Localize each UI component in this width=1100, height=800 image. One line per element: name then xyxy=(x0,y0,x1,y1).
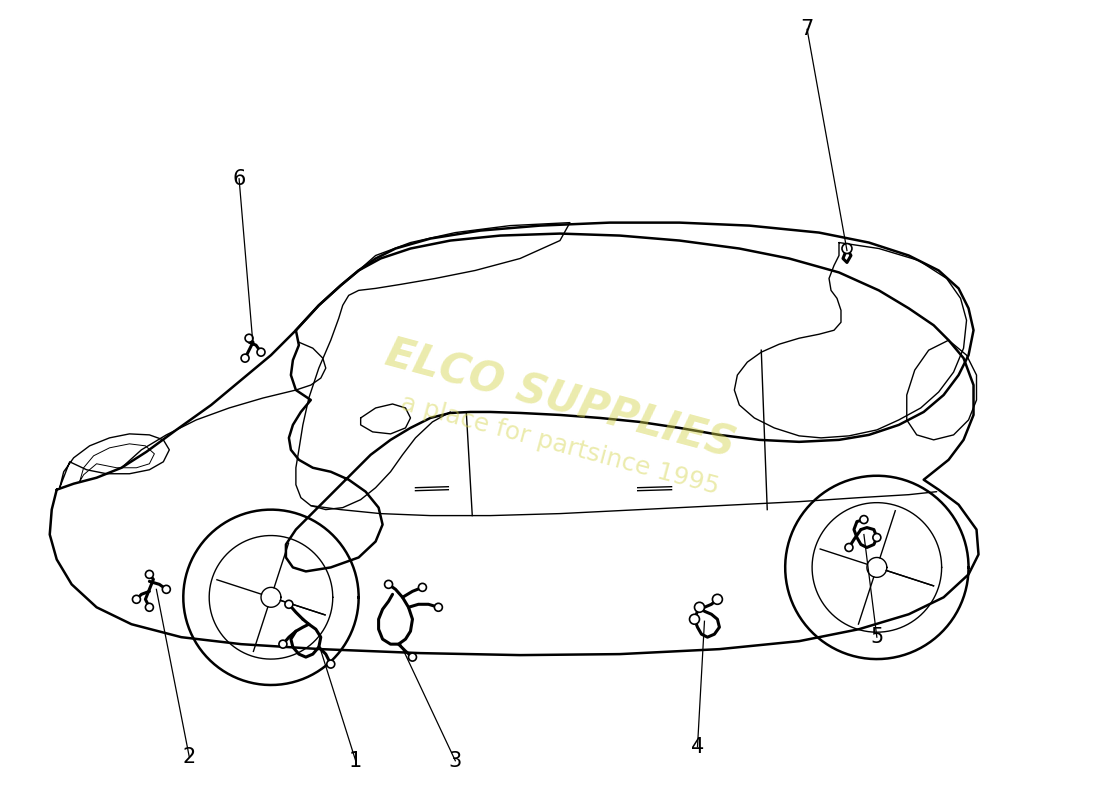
Circle shape xyxy=(163,586,170,594)
Circle shape xyxy=(408,653,417,661)
Text: 6: 6 xyxy=(232,169,245,189)
Circle shape xyxy=(434,603,442,611)
Text: a place for partsince 1995: a place for partsince 1995 xyxy=(398,390,722,499)
Circle shape xyxy=(327,660,334,668)
Text: 1: 1 xyxy=(349,750,362,770)
Circle shape xyxy=(285,600,293,608)
Text: ELCO SUPPLIES: ELCO SUPPLIES xyxy=(381,333,739,467)
Text: 3: 3 xyxy=(449,750,462,770)
Circle shape xyxy=(713,594,723,604)
Text: 7: 7 xyxy=(801,19,814,39)
Circle shape xyxy=(694,602,704,612)
Circle shape xyxy=(241,354,249,362)
Circle shape xyxy=(842,243,851,254)
Circle shape xyxy=(279,640,287,648)
Circle shape xyxy=(145,570,153,578)
Text: 5: 5 xyxy=(870,627,883,647)
Circle shape xyxy=(845,543,853,551)
Circle shape xyxy=(145,603,153,611)
Circle shape xyxy=(860,515,868,523)
Circle shape xyxy=(245,334,253,342)
Circle shape xyxy=(257,348,265,356)
Circle shape xyxy=(418,583,427,591)
Circle shape xyxy=(132,595,141,603)
Circle shape xyxy=(690,614,700,624)
Circle shape xyxy=(873,534,881,542)
Text: 4: 4 xyxy=(691,737,704,757)
Text: 2: 2 xyxy=(183,746,196,766)
Circle shape xyxy=(385,580,393,588)
